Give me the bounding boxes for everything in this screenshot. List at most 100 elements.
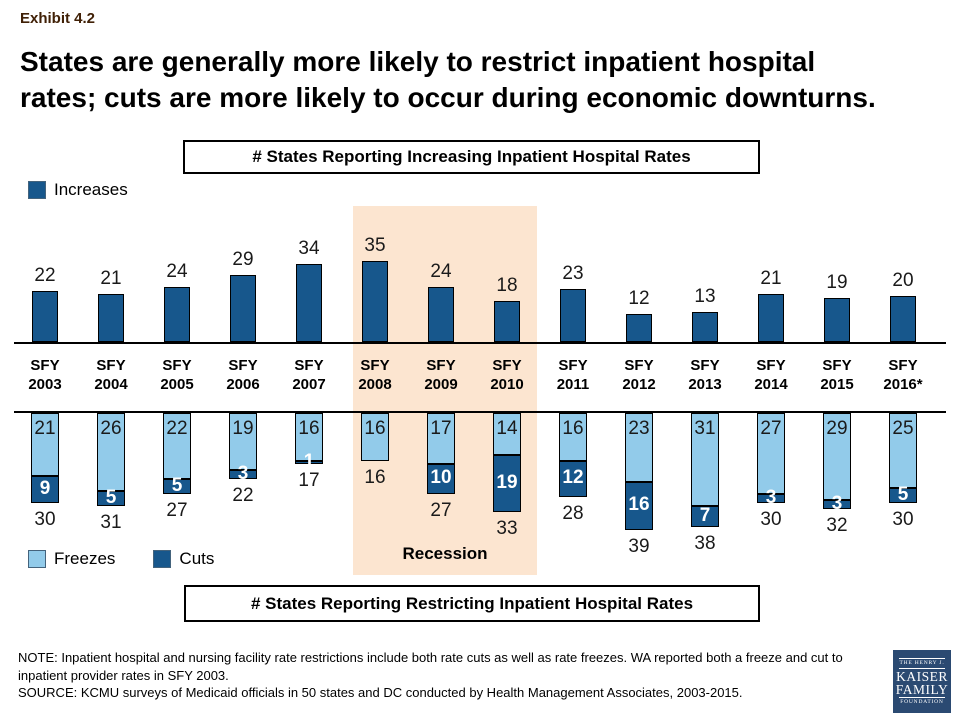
cut-value-label: 3 (237, 462, 249, 484)
freeze-bar (361, 413, 389, 461)
cut-bar (31, 476, 59, 503)
page-title: States are generally more likely to rest… (20, 44, 950, 116)
freeze-value-label: 14 (496, 418, 518, 439)
increase-value-label: 24 (430, 261, 452, 282)
cut-bar (295, 461, 323, 464)
increase-bar (692, 312, 718, 342)
increase-value-label: 20 (892, 270, 914, 291)
increases-legend: Increases (28, 180, 128, 200)
cuts-legend-label: Cuts (179, 549, 215, 568)
freeze-value-label: 16 (298, 418, 320, 439)
category-label: SFY 2007 (292, 357, 326, 393)
freeze-bar (757, 413, 785, 494)
increase-value-label: 34 (298, 238, 320, 259)
freeze-value-label: 31 (694, 418, 716, 439)
total-value-label: 16 (364, 467, 386, 488)
total-value-label: 27 (166, 500, 188, 521)
freeze-bar (493, 413, 521, 455)
cut-bar (691, 506, 719, 527)
freeze-bar (889, 413, 917, 488)
logo-rule (899, 668, 945, 669)
cut-value-label: 3 (765, 486, 777, 508)
category-label: SFY 2004 (94, 357, 128, 393)
logo-rule (899, 658, 945, 659)
cut-value-label: 3 (831, 492, 843, 514)
cut-value-label: 7 (699, 504, 711, 526)
increase-value-label: 35 (364, 235, 386, 256)
freeze-bar (295, 413, 323, 461)
category-label: SFY 2015 (820, 357, 854, 393)
category-label: SFY 2006 (226, 357, 260, 393)
category-label: SFY 2008 (358, 357, 392, 393)
increase-bar (32, 291, 58, 342)
kff-foundation-logo: THE HENRY J. KAISER FAMILY FOUNDATION (893, 650, 951, 713)
increase-bar (824, 298, 850, 342)
freeze-bar (559, 413, 587, 461)
logo-line-family: FAMILY (895, 682, 949, 697)
logo-line-henry: THE HENRY J. (899, 660, 945, 666)
freeze-bar (625, 413, 653, 482)
increase-bar (362, 261, 388, 342)
category-label: SFY 2014 (754, 357, 788, 393)
total-value-label: 30 (760, 509, 782, 530)
freeze-bar (229, 413, 257, 470)
freeze-value-label: 23 (628, 418, 650, 439)
restricting-legend: Freezes Cuts (28, 549, 214, 569)
freeze-value-label: 27 (760, 418, 782, 439)
top-chart-axis (14, 342, 946, 344)
increases-swatch-icon (28, 181, 46, 199)
freezes-swatch-icon (28, 550, 46, 568)
cut-bar (163, 479, 191, 494)
total-value-label: 27 (430, 500, 452, 521)
freeze-bar (31, 413, 59, 476)
category-label: SFY 2011 (556, 357, 590, 393)
increase-value-label: 19 (826, 272, 848, 293)
increase-value-label: 22 (34, 265, 56, 286)
freeze-bar (163, 413, 191, 479)
increases-chart-title: # States Reporting Increasing Inpatient … (252, 147, 691, 166)
cut-value-label: 9 (39, 477, 51, 499)
total-value-label: 33 (496, 518, 518, 539)
category-label: SFY 2016* (883, 357, 923, 393)
freeze-value-label: 16 (364, 418, 386, 439)
total-value-label: 38 (694, 533, 716, 554)
freeze-value-label: 19 (232, 418, 254, 439)
cut-value-label: 5 (105, 486, 117, 508)
total-value-label: 31 (100, 512, 122, 533)
category-label: SFY 2003 (28, 357, 62, 393)
increase-bar (98, 294, 124, 342)
increase-value-label: 23 (562, 263, 584, 284)
cut-bar (823, 500, 851, 509)
cut-bar (427, 464, 455, 494)
increase-bar (758, 294, 784, 342)
cut-value-label: 5 (897, 483, 909, 505)
increase-bar (560, 289, 586, 342)
restricting-chart-title: # States Reporting Restricting Inpatient… (250, 593, 694, 613)
freeze-value-label: 25 (892, 418, 914, 439)
increase-value-label: 24 (166, 261, 188, 282)
cut-bar (757, 494, 785, 503)
category-label: SFY 2010 (490, 357, 524, 393)
total-value-label: 30 (34, 509, 56, 530)
freeze-value-label: 22 (166, 418, 188, 439)
cut-value-label: 19 (496, 471, 518, 493)
cut-value-label: 16 (628, 494, 650, 515)
increase-value-label: 21 (760, 268, 782, 289)
increase-bar (626, 314, 652, 342)
category-label: SFY 2005 (160, 357, 194, 393)
page-title-line1: States are generally more likely to rest… (20, 46, 816, 77)
freeze-bar (427, 413, 455, 464)
freeze-value-label: 17 (430, 418, 452, 439)
cut-value-label: 10 (430, 467, 452, 488)
increase-value-label: 13 (694, 286, 716, 307)
increase-bar (428, 287, 454, 342)
footnote-block: NOTE: Inpatient hospital and nursing fac… (18, 649, 882, 702)
cut-value-label: 12 (562, 467, 584, 488)
freeze-bar (823, 413, 851, 500)
logo-line-foundation: FOUNDATION (900, 699, 944, 705)
page-title-line2: rates; cuts are more likely to occur dur… (20, 82, 876, 113)
total-value-label: 39 (628, 536, 650, 557)
total-value-label: 28 (562, 503, 584, 524)
cut-bar (889, 488, 917, 503)
